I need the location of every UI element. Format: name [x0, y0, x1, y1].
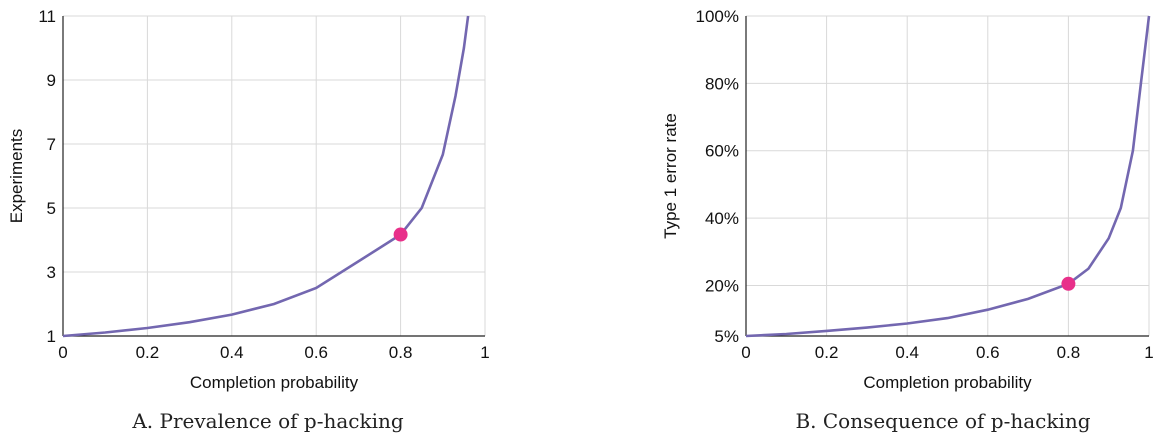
y-tick-label: 80% [705, 74, 739, 93]
y-tick-label: 5 [47, 199, 56, 218]
y-axis-label: Type 1 error rate [661, 113, 680, 239]
x-tick-label: 0 [741, 343, 750, 362]
y-tick-label: 3 [47, 263, 56, 282]
x-axis-label: Completion probability [190, 373, 359, 392]
x-tick-label: 0 [58, 343, 67, 362]
chart-caption: B. Consequence of p-hacking [795, 409, 1090, 433]
y-tick-label: 5% [714, 327, 739, 346]
chart-panel-consequence: 0 0.2 0.4 0.6 0.8 1 5% 20% 40% 60% 80% 100% Completi… [661, 7, 1154, 433]
series-line [745, 15, 1151, 338]
x-tick-label: 1 [480, 343, 489, 362]
x-tick-label: 0.2 [815, 343, 839, 362]
y-tick-label: 40% [705, 209, 739, 228]
x-tick-label: 0.4 [895, 343, 919, 362]
y-axis-label: Experiments [7, 129, 26, 223]
y-tick-label: 9 [47, 71, 56, 90]
x-tick-label: 0.8 [389, 343, 413, 362]
x-tick-label: 1 [1144, 343, 1153, 362]
x-tick-label: 0.2 [136, 343, 160, 362]
y-tick-label: 7 [47, 135, 56, 154]
y-tick-label: 60% [705, 142, 739, 161]
x-tick-label: 0.6 [976, 343, 1000, 362]
series-line [62, 15, 470, 338]
x-tick-label: 0.8 [1057, 343, 1081, 362]
highlight-point [393, 227, 408, 242]
x-axis-label: Completion probability [863, 373, 1032, 392]
y-tick-label: 20% [705, 276, 739, 295]
y-tick-label: 100% [696, 7, 739, 26]
y-tick-label: 1 [47, 327, 56, 346]
x-tick-label: 0.4 [220, 343, 244, 362]
highlight-point [1061, 276, 1076, 291]
y-tick-label: 11 [38, 7, 56, 26]
chart-caption: A. Prevalence of p-hacking [131, 409, 404, 433]
x-tick-label: 0.6 [304, 343, 328, 362]
